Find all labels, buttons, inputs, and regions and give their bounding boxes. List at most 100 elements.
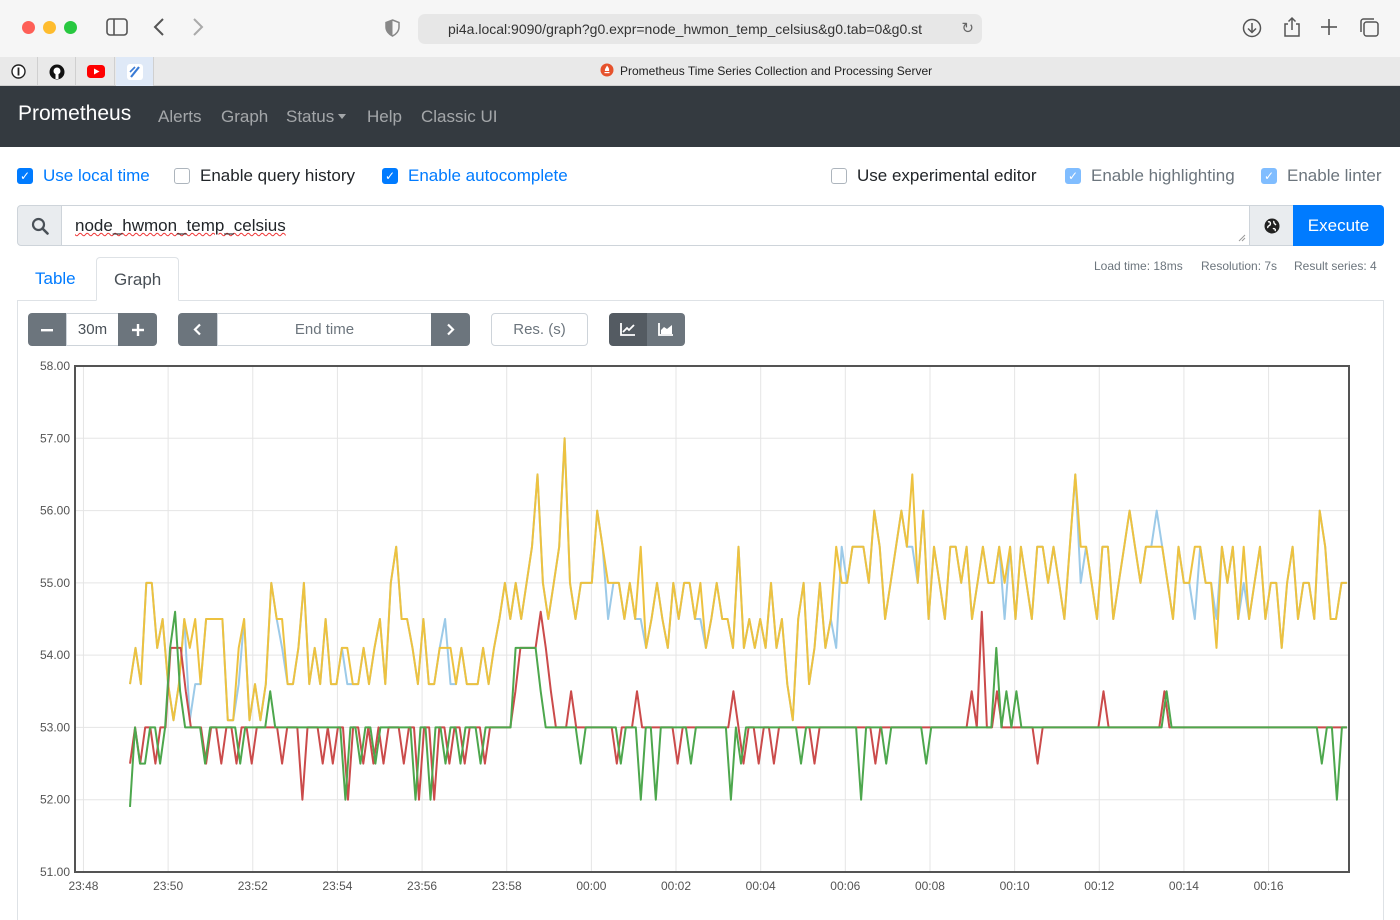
search-icon <box>17 205 62 246</box>
top-navbar: Prometheus Alerts Graph Status Help Clas… <box>0 86 1400 147</box>
nav-status-label: Status <box>286 107 335 126</box>
execute-button[interactable]: Execute <box>1293 205 1384 246</box>
checkbox-unchecked-icon[interactable] <box>831 168 847 184</box>
metrics-explorer-button[interactable] <box>1249 205 1294 246</box>
zoom-window-button[interactable] <box>64 21 77 34</box>
x-tick-label: 23:52 <box>238 879 268 893</box>
new-tab-icon[interactable] <box>1320 18 1338 40</box>
checkbox-unchecked-icon[interactable] <box>174 168 190 184</box>
tab-table[interactable]: Table <box>35 269 76 288</box>
chart-series <box>129 437 1347 807</box>
x-tick-label: 00:12 <box>1084 879 1114 893</box>
address-bar[interactable]: pi4a.local:9090/graph?g0.expr=node_hwmon… <box>418 14 982 44</box>
x-tick-label: 23:48 <box>68 879 98 893</box>
stacked-button[interactable] <box>647 313 685 346</box>
nav-status[interactable]: Status <box>286 107 347 127</box>
pinned-tab-github[interactable] <box>38 57 76 86</box>
nav-alerts[interactable]: Alerts <box>158 107 202 126</box>
option-label: Enable linter <box>1287 166 1382 185</box>
active-tab[interactable]: Prometheus Time Series Collection and Pr… <box>600 57 932 86</box>
x-tick-label: 23:56 <box>407 879 437 893</box>
range-control: 30m <box>28 313 157 346</box>
dropdown-caret-icon <box>338 114 347 119</box>
checkbox-checked-icon[interactable]: ✓ <box>382 168 398 184</box>
end-time-control: End time <box>178 313 470 346</box>
previous-time-button[interactable] <box>178 313 217 346</box>
area-chart-icon <box>658 323 673 336</box>
browser-titlebar: pi4a.local:9090/graph?g0.expr=node_hwmon… <box>0 0 1400 57</box>
share-icon[interactable] <box>1283 16 1301 42</box>
y-tick-label: 51.00 <box>40 865 70 879</box>
1password-icon <box>11 64 26 79</box>
minimize-window-button[interactable] <box>43 21 56 34</box>
x-tick-label: 00:14 <box>1169 879 1199 893</box>
nav-help[interactable]: Help <box>367 107 402 126</box>
option-enable-query-history[interactable]: Enable query history <box>174 165 355 187</box>
chevron-right-icon <box>447 323 455 336</box>
nav-classic-ui[interactable]: Classic UI <box>421 107 498 126</box>
tab-overview-icon[interactable] <box>1359 17 1380 42</box>
end-time-input[interactable]: End time <box>217 313 432 346</box>
option-enable-highlighting: ✓ Enable highlighting <box>1065 165 1235 187</box>
expression-text: node_hwmon_temp_celsius <box>75 216 286 235</box>
x-tick-label: 00:08 <box>915 879 945 893</box>
option-use-local-time[interactable]: ✓ Use local time <box>17 165 150 187</box>
github-icon <box>49 64 64 79</box>
checkbox-checked-icon[interactable]: ✓ <box>17 168 33 184</box>
x-tick-label: 00:02 <box>661 879 691 893</box>
option-label: Use local time <box>43 166 150 185</box>
decrease-range-button[interactable] <box>28 313 66 346</box>
checkbox-checked-disabled-icon: ✓ <box>1261 168 1277 184</box>
resize-handle-icon[interactable] <box>1238 234 1246 242</box>
option-enable-autocomplete[interactable]: ✓ Enable autocomplete <box>382 165 568 187</box>
range-input[interactable]: 30m <box>66 313 119 346</box>
pinned-tab-1password[interactable] <box>0 57 38 86</box>
chevron-left-icon <box>193 323 201 336</box>
unstacked-button[interactable] <box>609 313 647 346</box>
y-tick-label: 57.00 <box>40 431 70 445</box>
nav-graph[interactable]: Graph <box>221 107 269 126</box>
series-line-2[interactable] <box>129 437 1347 722</box>
sidebar-toggle-icon[interactable] <box>106 18 128 40</box>
downloads-icon[interactable] <box>1242 18 1262 42</box>
back-icon[interactable] <box>153 17 165 41</box>
x-tick-label: 00:16 <box>1254 879 1284 893</box>
result-series-stat: Result series: 4 <box>1294 259 1377 273</box>
globe-icon <box>1264 218 1279 233</box>
series-line-4[interactable] <box>129 610 1347 807</box>
forward-icon[interactable] <box>192 17 204 41</box>
y-axis-labels: 51.00 52.00 53.00 54.00 55.00 56.00 57.00 58.00 <box>40 359 70 879</box>
load-time: Load time: 18ms <box>1094 259 1183 273</box>
y-tick-label: 52.00 <box>40 793 70 807</box>
tab-graph[interactable]: Graph <box>96 257 180 301</box>
plus-icon <box>131 323 144 336</box>
increase-range-button[interactable] <box>118 313 157 346</box>
pinned-tab-youtube[interactable] <box>77 57 115 86</box>
minus-icon <box>41 328 53 331</box>
x-tick-label: 23:54 <box>322 879 352 893</box>
option-use-experimental-editor[interactable]: Use experimental editor <box>831 165 1037 187</box>
app-icon <box>126 63 143 80</box>
pinned-tab-app[interactable] <box>116 57 154 86</box>
option-label: Use experimental editor <box>857 166 1037 185</box>
stacking-toggle <box>609 313 685 346</box>
query-row: node_hwmon_temp_celsius Execute <box>17 205 1384 246</box>
close-window-button[interactable] <box>22 21 35 34</box>
y-tick-label: 56.00 <box>40 504 70 518</box>
resolution-input[interactable]: Res. (s) <box>491 313 588 346</box>
browser-tab-bar: Prometheus Time Series Collection and Pr… <box>0 57 1400 86</box>
next-time-button[interactable] <box>431 313 470 346</box>
x-tick-label: 00:04 <box>746 879 776 893</box>
brand-link[interactable]: Prometheus <box>18 102 132 125</box>
graph-panel <box>17 300 1384 920</box>
option-label: Enable highlighting <box>1091 166 1235 185</box>
reload-icon[interactable]: ↻ <box>961 20 974 37</box>
tab-title-text: Prometheus Time Series Collection and Pr… <box>620 64 933 78</box>
prometheus-favicon-icon <box>600 63 614 77</box>
checkbox-checked-disabled-icon: ✓ <box>1065 168 1081 184</box>
chart-frame <box>74 365 1350 873</box>
line-chart-icon <box>620 323 635 336</box>
expression-input[interactable]: node_hwmon_temp_celsius <box>61 205 1250 246</box>
shield-icon[interactable] <box>385 19 400 41</box>
